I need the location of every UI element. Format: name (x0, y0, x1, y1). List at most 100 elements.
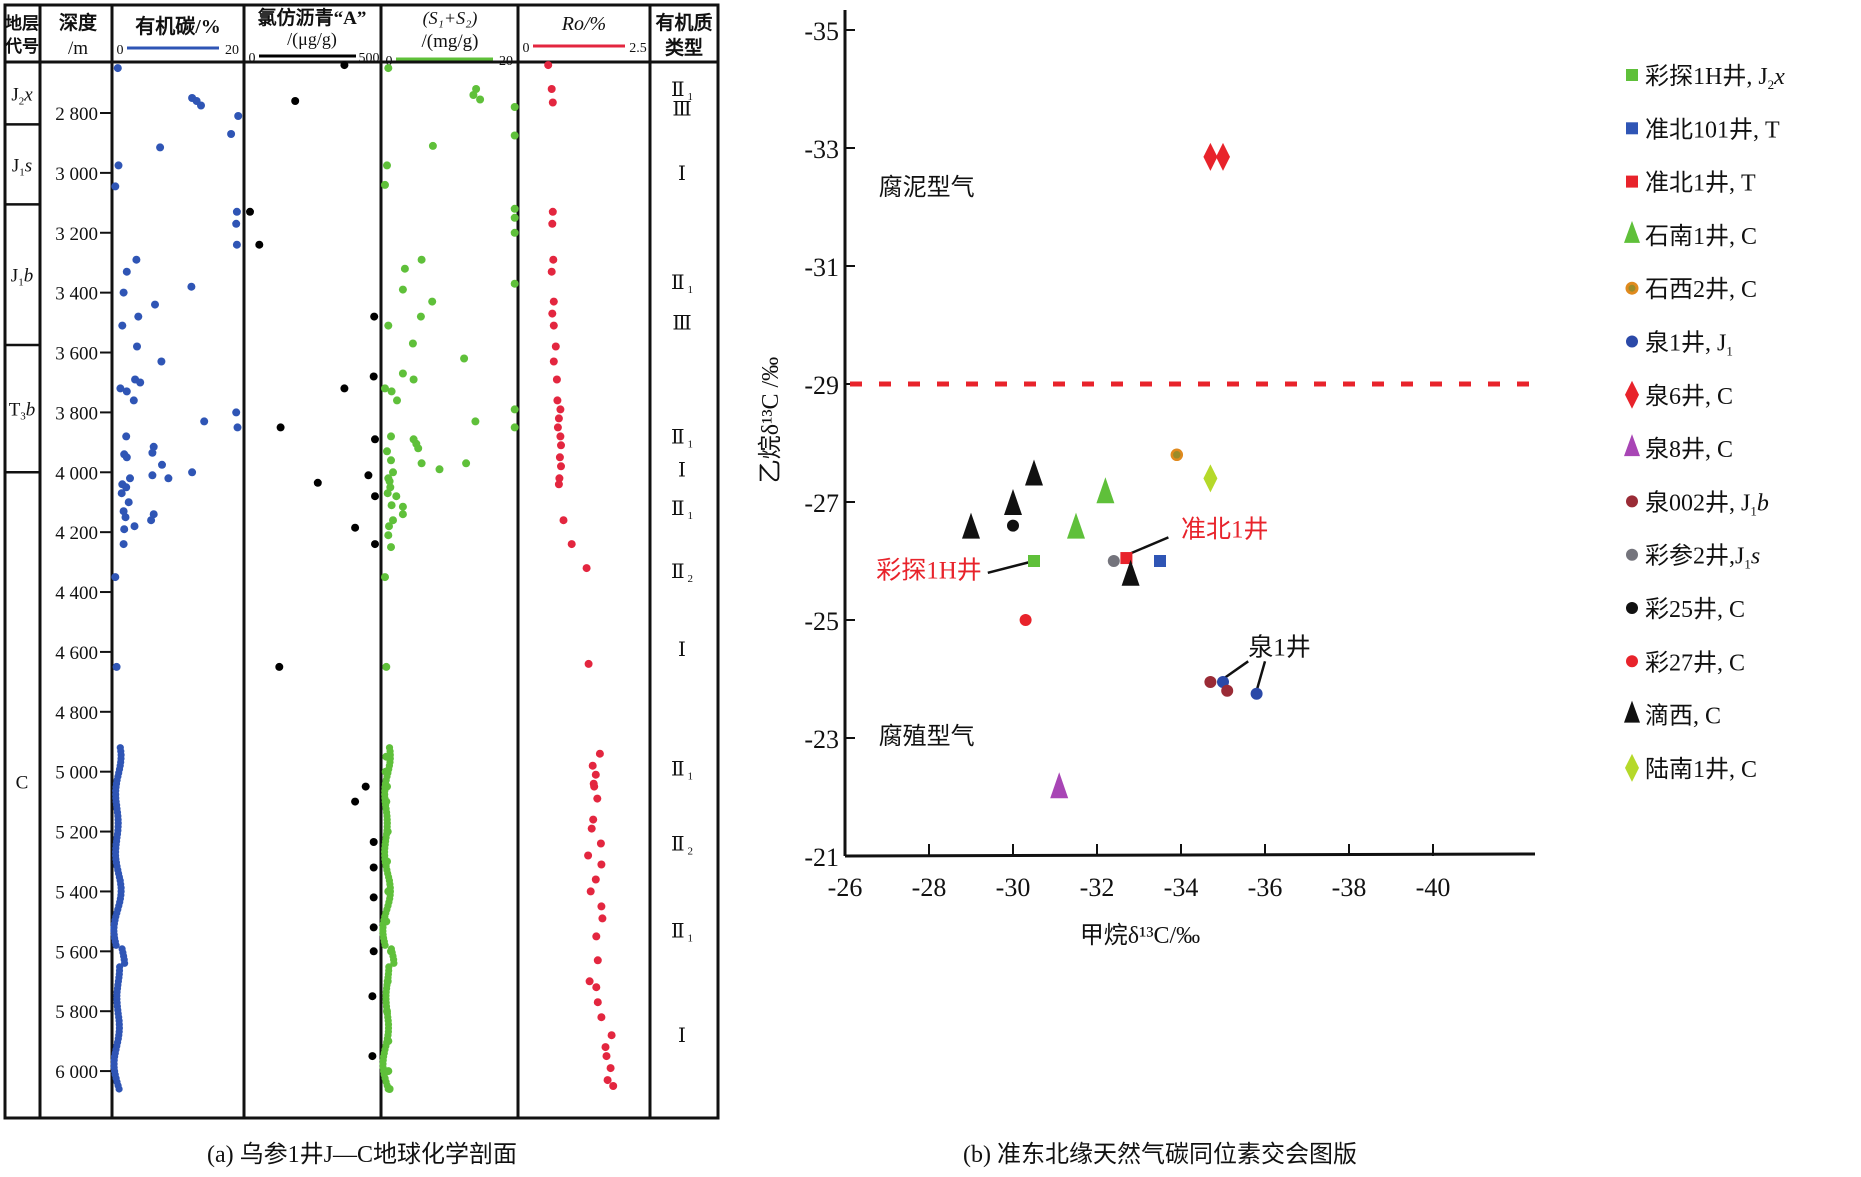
y-tick-label: -25 (804, 607, 839, 636)
profile-data-point (435, 465, 444, 474)
profile-data-point (428, 297, 437, 306)
profile-data-point (122, 267, 131, 276)
profile-data-point (409, 375, 418, 384)
profile-data-point (387, 432, 395, 441)
profile-data-point (148, 448, 157, 457)
legend-italic: s (1751, 544, 1760, 570)
data-point (1096, 477, 1115, 504)
profile-data-point (371, 540, 379, 549)
profile-data-point (567, 540, 576, 549)
legend-label: 彩27井, C (1645, 649, 1745, 676)
legend-label: 陆南1井, C (1645, 756, 1757, 783)
profile-data-point (368, 1052, 377, 1061)
legend-label: 泉6井, C (1645, 383, 1733, 410)
profile-data-point (117, 489, 126, 498)
legend-text: 准北101井, T (1645, 116, 1780, 143)
depth-tick-label: 4 000 (55, 463, 98, 484)
profile-data-point (557, 462, 565, 471)
profile-data-point (398, 510, 407, 519)
profile-data-point (157, 357, 166, 366)
depth-tick-label: 3 200 (55, 224, 98, 245)
legend-marker (1625, 753, 1639, 782)
om-type-roman: Ⅱ (671, 498, 685, 520)
profile-data-point (400, 264, 409, 273)
legend-marker (1625, 281, 1639, 295)
x-tick-label: -40 (1416, 873, 1451, 902)
profile-data-point (607, 1031, 616, 1040)
scale-min-label: 0 (249, 51, 256, 66)
legend-label: 泉1井, J1 (1645, 330, 1733, 359)
om-type-roman: Ⅲ (672, 99, 691, 121)
strata-label: J2x (11, 85, 33, 108)
annotation-label: 彩探1H井 (876, 557, 982, 585)
profile-data-point (112, 662, 121, 671)
legend-text: 彩参2井,J (1645, 543, 1744, 570)
strata-label: J1s (12, 155, 32, 178)
profile-data-point (384, 321, 393, 330)
profile-data-point (393, 396, 401, 405)
profile-data-point (149, 510, 158, 519)
profile-data-point (408, 339, 417, 348)
data-point (1067, 512, 1085, 539)
depth-tick-label: 4 200 (55, 523, 98, 544)
data-point (1221, 684, 1234, 697)
profile-data-point (548, 98, 557, 107)
profile-data-point (111, 182, 120, 191)
legend-marker (1626, 495, 1638, 508)
profile-data-point (382, 662, 391, 671)
profile-data-point (232, 240, 241, 249)
y-tick-label: -21 (804, 843, 839, 872)
profile-data-point (122, 387, 131, 396)
chloroform-header-line1: 氯仿沥青“A” (258, 6, 367, 29)
legend-label: 泉8井, C (1645, 436, 1733, 463)
profile-data-point (246, 207, 254, 216)
profile-data-point (369, 863, 378, 872)
profile-data-point (598, 914, 607, 923)
legend-subscript: 2 (1768, 77, 1775, 92)
profile-data-point (291, 97, 300, 105)
x-tick-label: -38 (1332, 873, 1367, 902)
annotation-leader-line (987, 559, 1035, 575)
profile-data-point (385, 477, 394, 486)
profile-data-point (351, 797, 360, 806)
profile-data-point (383, 489, 392, 498)
profile-data-point (510, 405, 519, 414)
profile-data-point (151, 300, 159, 309)
profile-data-point (121, 513, 130, 522)
profile-data-point (255, 240, 264, 249)
profile-data-point (603, 1076, 612, 1085)
s1s2-header-line2: /(mg/g) (422, 31, 479, 52)
annotation-leader-line (1222, 660, 1249, 681)
profile-data-point (112, 941, 120, 949)
profile-data-point (158, 460, 166, 469)
profile-data-point (148, 471, 157, 480)
legend-label: 滴西, C (1645, 703, 1721, 730)
strata-subscript: 1 (19, 166, 25, 178)
profile-data-point (384, 1085, 392, 1093)
om-type-roman: Ⅰ (678, 1025, 686, 1047)
depth-header-line2: /m (68, 38, 88, 59)
legend-text: 泉6井, C (1645, 383, 1733, 410)
om-type-header-line2: 类型 (665, 36, 703, 59)
om-type-roman: Ⅱ (671, 426, 685, 448)
x-tick-label: -28 (912, 873, 947, 902)
profile-data-point (121, 959, 129, 967)
x-tick-label: -34 (1164, 873, 1199, 902)
profile-data-point (544, 61, 553, 70)
legend-text: 泉002井, J (1645, 489, 1750, 516)
profile-data-point (414, 444, 423, 453)
om-type-subscript: 2 (688, 573, 694, 585)
strata-label: C (16, 772, 29, 793)
depth-tick-label: 6 000 (55, 1062, 98, 1083)
om-type-label: Ⅰ (678, 1025, 686, 1047)
profile-data-point (597, 860, 606, 869)
panel-b-isotope-crossplot: -35 -33 -31 -29 -27 -25 -23 -21-26 -28 -30 -32 -34 -… (757, 10, 1785, 1168)
legend-italic: x (1773, 64, 1785, 90)
profile-data-point (387, 543, 395, 552)
profile-data-point (233, 423, 242, 432)
y-axis-title: 乙烷δ¹³C /‰ (757, 357, 784, 483)
profile-data-point (460, 354, 469, 363)
